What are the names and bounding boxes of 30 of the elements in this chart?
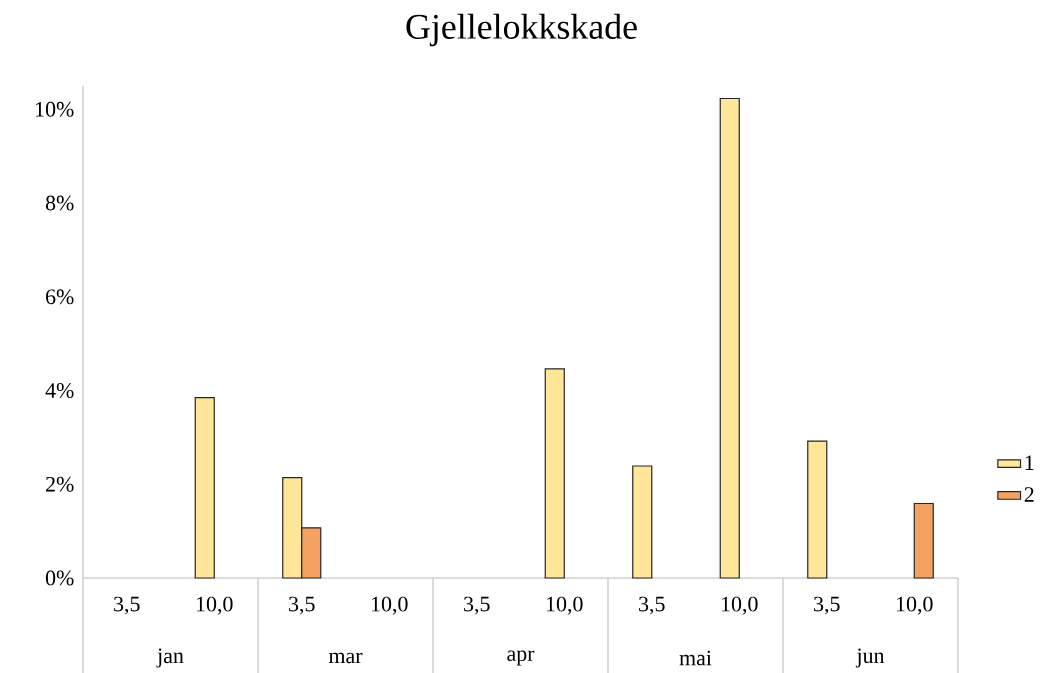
bar — [913, 502, 934, 579]
x-tick-label: 3,5 — [639, 596, 665, 615]
y-tick-label: 6% — [46, 289, 74, 305]
x-tick-label: 3,5 — [289, 596, 315, 615]
legend-label: 1 — [1025, 455, 1034, 470]
text: apr — [507, 650, 535, 666]
bar — [632, 465, 653, 579]
text: jun — [855, 648, 885, 668]
y-tick-label: 8% — [45, 195, 74, 211]
y-tick-label: 2% — [46, 476, 74, 492]
x-tick-label: 3,5 — [464, 596, 490, 615]
bar — [194, 396, 215, 579]
text: mai — [679, 650, 712, 666]
chart-title: Gjellelokkskade — [406, 13, 637, 47]
x-tick-label: 10,0 — [896, 596, 933, 615]
y-tick-label: 0% — [45, 570, 74, 586]
x-tick-label: 10,0 — [371, 596, 408, 615]
bar — [544, 368, 565, 579]
bar — [719, 97, 740, 579]
x-tick-label: 10,0 — [546, 596, 583, 615]
x-tick-label: 10,0 — [196, 596, 233, 615]
text: jan — [156, 648, 184, 668]
y-tick-label: 4% — [45, 383, 74, 398]
legend-label: 2 — [1024, 487, 1034, 502]
x-tick-label: 10,0 — [721, 596, 758, 615]
x-tick-label: 3,5 — [114, 596, 140, 615]
y-tick-label: 10% — [36, 101, 74, 117]
bar — [807, 440, 828, 579]
text: mar — [328, 652, 363, 664]
x-tick-label: 3,5 — [814, 596, 840, 615]
